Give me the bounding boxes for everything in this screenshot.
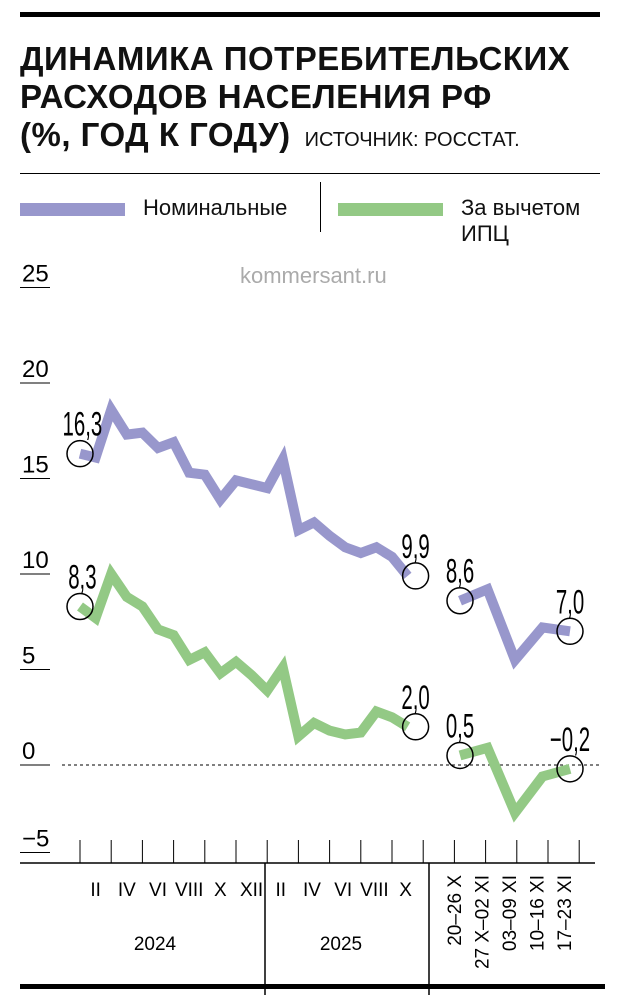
legend-real: За вычетом ИПЦ <box>338 195 601 247</box>
legend-swatch-real <box>338 203 443 216</box>
data-point-marker <box>446 741 474 770</box>
x-month-label: XII <box>240 880 263 901</box>
x-month-label: VI <box>334 880 352 901</box>
bottom-rule <box>20 984 605 989</box>
x-week-label: 17–23 XI <box>555 875 576 951</box>
legend-label-real: За вычетом ИПЦ <box>461 195 581 246</box>
y-tick-label: −5 <box>22 826 49 853</box>
data-label: 2,0 <box>401 678 429 716</box>
data-point-marker <box>66 592 94 621</box>
series-line-monthly <box>78 398 412 580</box>
data-point-marker <box>556 617 584 646</box>
x-month-label: II <box>276 880 287 901</box>
data-label: 8,6 <box>446 552 474 590</box>
series-line-weekly <box>458 741 572 823</box>
data-point-marker <box>556 755 584 783</box>
watermark: kommersant.ru <box>240 263 387 288</box>
data-label: 0,5 <box>446 707 474 745</box>
legend-separator <box>320 182 321 232</box>
x-month-label: VIII <box>175 880 204 901</box>
y-tick-label: 20 <box>22 356 49 383</box>
divider <box>20 173 600 174</box>
data-point-marker <box>446 586 474 615</box>
x-month-label: X <box>214 880 227 901</box>
x-month-label: II <box>90 880 101 901</box>
title-line-3: (%, ГОД К ГОДУ) <box>20 116 291 153</box>
x-week-label: 20–26 X <box>445 875 466 946</box>
y-tick-label: 5 <box>22 643 35 670</box>
top-rule <box>20 12 600 17</box>
legend-swatch-nominal <box>20 203 125 216</box>
title-line-1: ДИНАМИКА ПОТРЕБИТЕЛЬСКИХ <box>20 40 571 77</box>
data-point-marker <box>401 562 430 590</box>
y-tick-label: 0 <box>22 738 35 765</box>
legend-nominal: Номинальные <box>20 195 287 221</box>
y-tick-label: 25 <box>22 261 49 288</box>
data-label: 7,0 <box>556 583 584 621</box>
source-note: ИСТОЧНИК: РОССТАТ. <box>304 129 520 151</box>
x-week-label: 10–16 XI <box>528 875 549 951</box>
x-month-label: VI <box>149 880 167 901</box>
x-week-label: 03–09 XI <box>500 875 521 951</box>
chart-title: ДИНАМИКА ПОТРЕБИТЕЛЬСКИХ РАСХОДОВ НАСЕЛЕ… <box>20 40 570 159</box>
x-year-label: 2025 <box>320 934 362 955</box>
y-tick-label: 15 <box>22 452 49 479</box>
x-week-label: 27 X–02 XI <box>473 875 494 969</box>
legend-label-nominal: Номинальные <box>143 195 288 220</box>
x-month-label: IV <box>118 880 136 901</box>
x-month-label: VIII <box>360 880 389 901</box>
data-label: −0,2 <box>550 721 590 759</box>
series-line-monthly <box>77 563 411 746</box>
series-line-weekly <box>458 582 571 670</box>
x-month-label: IV <box>303 880 321 901</box>
data-label: 8,3 <box>68 558 96 596</box>
title-line-2: РАСХОДОВ НАСЕЛЕНИЯ РФ <box>20 78 492 115</box>
x-month-label: X <box>399 880 412 901</box>
x-year-label: 2024 <box>134 934 177 955</box>
data-point-marker <box>66 439 94 468</box>
y-tick-label: 10 <box>22 547 49 574</box>
data-label: 16,3 <box>63 405 103 443</box>
data-point-marker <box>401 713 430 741</box>
data-label: 9,9 <box>401 528 429 566</box>
